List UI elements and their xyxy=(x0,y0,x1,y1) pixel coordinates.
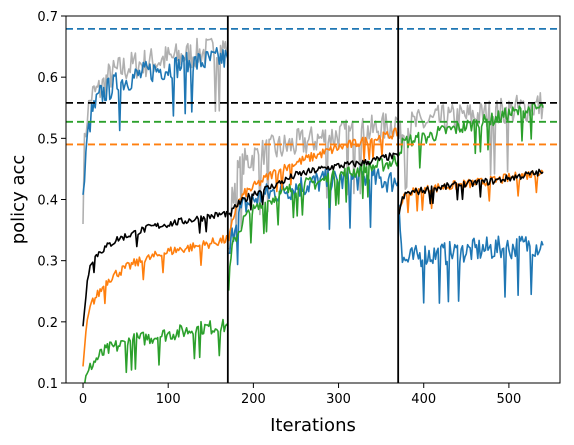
series-1-segment-1 xyxy=(228,166,399,266)
y-axis: 0.1 0.2 0.3 0.4 0.5 0.6 0.7 xyxy=(37,10,66,392)
series-4-segment-2 xyxy=(398,168,544,215)
series-3-segment-2 xyxy=(398,169,544,214)
x-axis-label: Iterations xyxy=(270,415,356,436)
y-tick-label: 0.5 xyxy=(37,132,58,147)
plot-background xyxy=(66,16,560,383)
series-2-segment-0 xyxy=(83,318,229,383)
reference-lines xyxy=(66,16,560,383)
series-layer xyxy=(82,37,544,383)
series-2-segment-1 xyxy=(227,155,399,291)
series-1-segment-2 xyxy=(398,204,544,304)
x-tick-label: 300 xyxy=(326,392,351,407)
y-tick-label: 0.4 xyxy=(37,194,58,209)
y-tick-label: 0.7 xyxy=(37,10,58,25)
series-1-segment-0 xyxy=(82,46,229,195)
y-tick-label: 0.6 xyxy=(37,71,58,86)
y-tick-label: 0.1 xyxy=(37,377,58,392)
x-tick-label: 200 xyxy=(241,392,266,407)
y-tick-label: 0.2 xyxy=(37,316,58,331)
x-tick-label: 0 xyxy=(79,392,87,407)
series-3-segment-0 xyxy=(82,234,229,367)
series-0-segment-1 xyxy=(228,112,399,250)
series-0-segment-0 xyxy=(82,37,229,225)
y-tick-label: 0.3 xyxy=(37,255,58,270)
y-axis-label: policy acc xyxy=(8,155,29,245)
x-axis: 0 100 200 300 400 500 xyxy=(79,383,521,407)
series-2-segment-2 xyxy=(398,102,544,169)
x-tick-label: 400 xyxy=(411,392,436,407)
x-tick-label: 100 xyxy=(156,392,181,407)
series-4-segment-0 xyxy=(82,210,229,327)
x-tick-label: 500 xyxy=(496,392,521,407)
series-4-segment-1 xyxy=(228,152,399,217)
series-3-segment-1 xyxy=(227,127,399,242)
